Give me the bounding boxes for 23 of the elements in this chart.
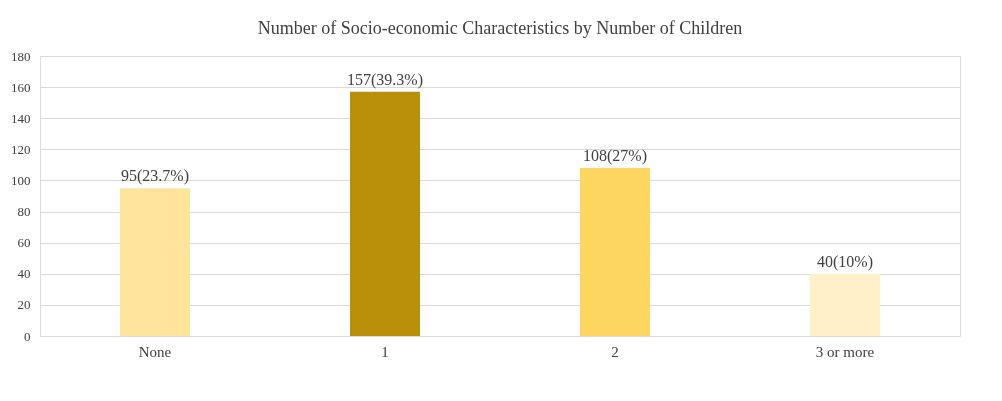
- data-label: 40(10%): [817, 252, 873, 271]
- y-tick-label: 80: [17, 204, 31, 220]
- y-tick-label: 180: [11, 48, 31, 64]
- bar: [120, 188, 190, 336]
- data-label: 95(23.7%): [121, 167, 189, 186]
- bar: [810, 273, 880, 336]
- data-label: 157(39.3%): [347, 70, 423, 89]
- y-tick-label: 60: [17, 235, 31, 251]
- y-tick-label: 40: [17, 266, 31, 282]
- x-tick-label: 2: [611, 343, 619, 360]
- bar: [350, 91, 420, 336]
- x-tick-label: 1: [381, 343, 389, 360]
- chart-title: Number of Socio-economic Characteristics by Number of Children: [257, 18, 743, 38]
- data-label: 108(27%): [583, 147, 647, 165]
- y-tick-label: 120: [11, 141, 31, 157]
- y-tick-label: 160: [11, 79, 31, 95]
- y-tick-label: 100: [11, 172, 31, 188]
- bar: [580, 168, 650, 336]
- x-tick-label: None: [138, 343, 172, 360]
- y-tick-label: 0: [24, 328, 31, 344]
- y-tick-label: 140: [11, 110, 31, 126]
- y-tick-label: 20: [17, 297, 31, 313]
- x-tick-label: 3 or more: [815, 343, 875, 360]
